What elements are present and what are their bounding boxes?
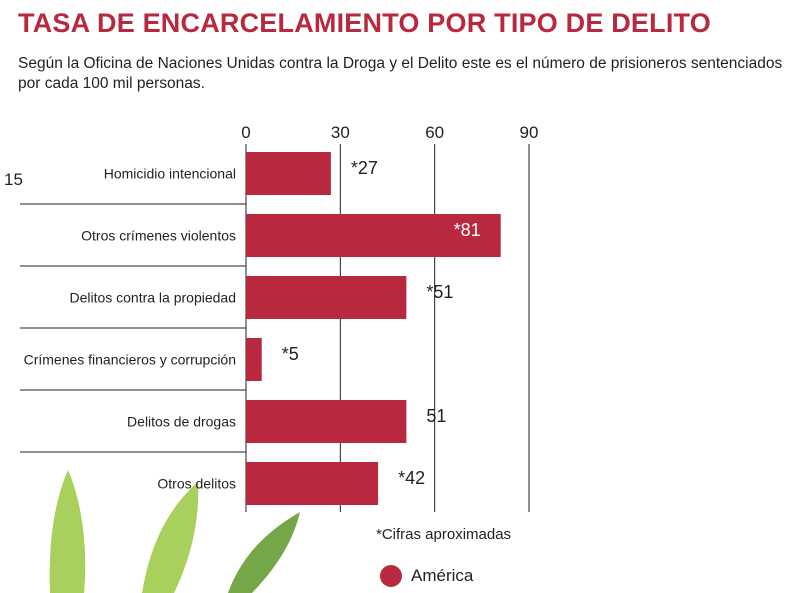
- cannabis-leaf-illustration: [49, 470, 300, 593]
- category-label: Crímenes financieros y corrupción: [24, 352, 236, 368]
- data-label: *81: [454, 220, 481, 240]
- data-label: *27: [351, 158, 378, 178]
- category-label: Delitos de drogas: [127, 414, 236, 430]
- leaf-left: [49, 470, 86, 593]
- category-label: Otros crímenes violentos: [81, 228, 236, 244]
- legend: América: [380, 565, 473, 587]
- legend-swatch: [380, 565, 402, 587]
- x-tick-label: 30: [331, 123, 350, 142]
- leaf-right: [228, 512, 300, 593]
- chart-title: TASA DE ENCARCELAMIENTO POR TIPO DE DELI…: [18, 8, 711, 38]
- x-tick-label: 90: [520, 123, 539, 142]
- x-tick-label: 0: [241, 123, 250, 142]
- data-label: *42: [398, 468, 425, 488]
- category-label: Delitos contra la propiedad: [69, 290, 236, 306]
- chart-gridlines: [245, 144, 530, 512]
- x-axis-ticks: 0 30 60 90: [241, 123, 538, 142]
- leaf-middle: [142, 482, 199, 593]
- bar: [246, 214, 501, 257]
- footnote: *Cifras aproximadas: [376, 526, 512, 543]
- legend-label: América: [411, 566, 474, 585]
- data-label: *51: [426, 282, 453, 302]
- data-label: *5: [282, 344, 299, 364]
- category-labels: Homicidio intencional Otros crímenes viol…: [24, 166, 236, 492]
- bar: [246, 276, 407, 319]
- bar: [246, 152, 331, 195]
- bar: [246, 338, 262, 381]
- category-dividers: [20, 203, 246, 453]
- chart-subtitle: Según la Oficina de Naciones Unidas cont…: [18, 55, 783, 92]
- chart-bars: [246, 152, 501, 505]
- bar: [246, 462, 379, 505]
- stray-label: 15: [4, 170, 23, 189]
- x-tick-label: 60: [425, 123, 444, 142]
- bar: [246, 400, 407, 443]
- category-label: Homicidio intencional: [104, 166, 236, 182]
- data-label: 51: [426, 406, 446, 426]
- category-label: Otros delitos: [157, 476, 236, 492]
- data-labels: *27 *81 *51 *5 51 *42: [282, 158, 481, 488]
